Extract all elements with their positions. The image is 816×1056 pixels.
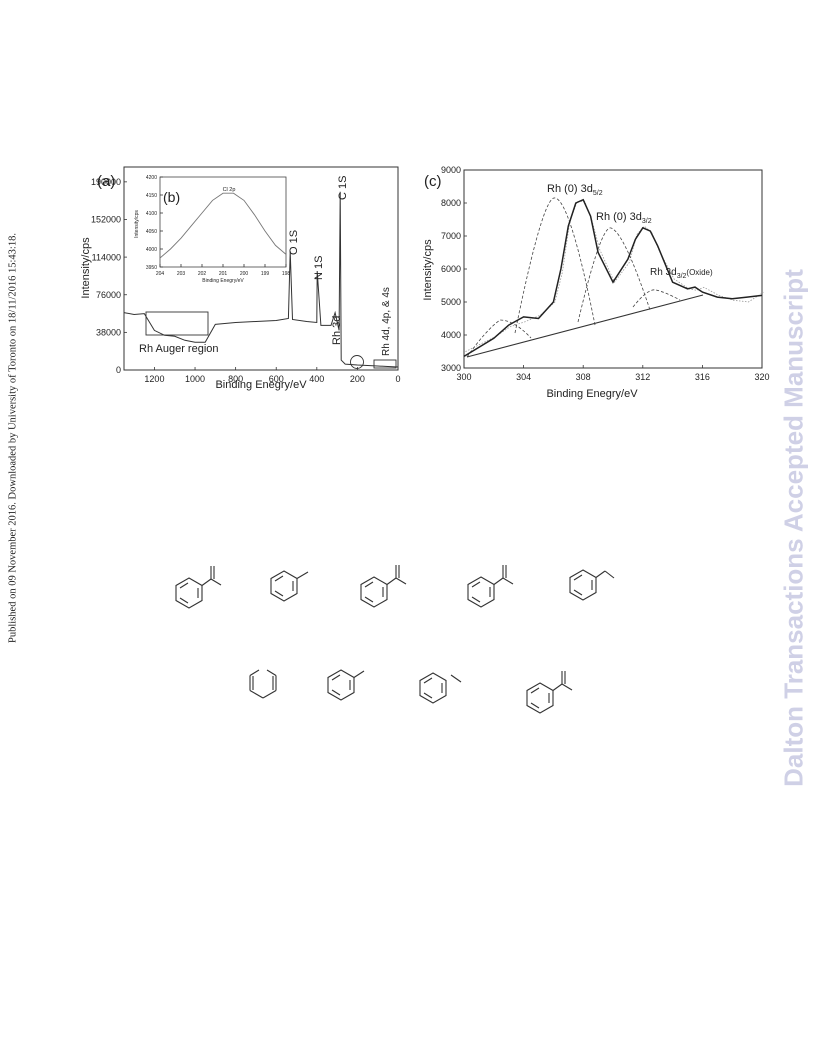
auger-region-label: Rh Auger region: [139, 343, 219, 355]
component-peak-316: [632, 289, 681, 308]
background-line: [466, 294, 704, 358]
panel-b-ylabel: Intensity/cps: [134, 210, 140, 238]
panel-c-x-tick-label: 308: [576, 372, 591, 382]
panel-b-xlabel: Binding Enegry/eV: [202, 278, 244, 284]
panel-a-x-tick-label: 1000: [185, 374, 205, 384]
toluene-structure-1: [270, 570, 309, 602]
rh-4d-marker-box: [373, 359, 397, 369]
peak2-label: Rh (0) 3d3/2: [596, 211, 652, 225]
panel-c-ylabel: Intensity/cps: [422, 239, 434, 301]
panel-a-x-tick-label: 400: [309, 374, 324, 384]
panel-a-y-tick-label: 190000: [91, 177, 121, 187]
panel-a-x-tick-label: 600: [269, 374, 284, 384]
panel-b-x-tick-label: 204: [156, 271, 165, 277]
panel-c-y-tick-label: 6000: [441, 264, 461, 274]
structure-row-1: [175, 565, 615, 609]
cl2p-spectrum-line: [159, 192, 287, 259]
panel-c-x-tick-label: 320: [754, 372, 769, 382]
panel-a-x-tick-label: 0: [395, 374, 400, 384]
panel-b-x-tick-label: 200: [240, 271, 249, 277]
panel-b-y-tick-label: 3950: [146, 265, 157, 271]
panel-a-y-tick-label: 152000: [91, 215, 121, 225]
panel-b-y-tick-label: 4000: [146, 247, 157, 253]
panel-c-x-tick-label: 316: [695, 372, 710, 382]
panel-b-x-tick-label: 198: [282, 271, 291, 277]
panel-a-x-tick-label: 1200: [144, 374, 164, 384]
ethylbenzene-fragment-structure: [419, 672, 462, 704]
panel-a-y-tick-label: 0: [116, 365, 121, 375]
panel-c-y-tick-label: 3000: [441, 363, 461, 373]
panel-b-y-tick-label: 4050: [146, 229, 157, 235]
structure-row-2: [249, 669, 573, 714]
panel-c-xlabel: Binding Enegry/eV: [546, 388, 638, 400]
panel-c-y-tick-label: 8000: [441, 198, 461, 208]
panel-a-y-tick-label: 38000: [96, 328, 121, 338]
panel-c-x-tick-label: 300: [456, 372, 471, 382]
panel-a-y-tick-label: 114000: [92, 252, 121, 262]
panel-c-x-tick-label: 304: [516, 372, 531, 382]
panel-b-x-tick-label: 203: [177, 271, 186, 277]
panel-c-x-tick-label: 312: [635, 372, 650, 382]
auger-region-box: [145, 311, 209, 336]
panel-a-xlabel: Binding Enegry/eV: [215, 379, 307, 391]
panel-a-ylabel: Intensity/cps: [80, 237, 92, 299]
ethylbenzene-structure: [569, 569, 615, 601]
panel-c-label: (c): [424, 173, 442, 190]
panel-a-x-tick-label: 200: [350, 374, 365, 384]
cl-peak-marker-circle: [350, 355, 364, 369]
panel-b-y-tick-label: 4100: [146, 211, 157, 217]
alpha-methylstyrene-structure-2: [360, 565, 407, 608]
rh3d-label: Rh 3d: [331, 316, 343, 345]
fit-envelope-line: [463, 198, 763, 358]
panel-c-y-tick-label: 4000: [441, 330, 461, 340]
panel-c-y-tick-label: 5000: [441, 297, 461, 307]
survey-spectrum-line: [123, 191, 399, 368]
component-peak-308: [514, 197, 596, 334]
panel-a: (a) 1200 1000 800 600 400 200 0 0 38000 76000 1140…: [80, 166, 401, 391]
panel-b-x-tick-label: 199: [261, 271, 270, 277]
peak3-label: Rh 3d3/2(Oxide): [650, 267, 713, 280]
toluene-structure-2: [327, 669, 365, 701]
component-peak-304: [466, 319, 532, 358]
rh4d-label: Rh 4d, 4p, & 4s: [381, 287, 392, 356]
c1s-label: C 1S: [337, 176, 349, 200]
panel-a-y-tick-label: 76000: [96, 290, 121, 300]
panel-a-label: (a): [97, 173, 115, 190]
alpha-methylstyrene-structure-4: [526, 671, 573, 714]
panel-b-y-tick-label: 4150: [146, 193, 157, 199]
panel-b: (b) Cl 2p 204 203 202 201 200 199 198 3950 4000 4…: [134, 175, 290, 284]
component-peak-312: [577, 227, 651, 323]
panel-c: (c) 300 304 308 312 316 320 3000 4000 5000 6000 70…: [422, 165, 770, 400]
o1s-label: O 1S: [288, 230, 300, 255]
panel-b-label: (b): [163, 189, 180, 205]
benzene-structure: [249, 669, 277, 699]
panel-b-x-tick-label: 202: [198, 271, 207, 277]
peak1-label: Rh (0) 3d5/2: [547, 183, 603, 197]
panel-c-y-tick-label: 7000: [441, 231, 461, 241]
alpha-methylstyrene-structure-3: [467, 565, 514, 608]
panel-c-y-tick-label: 9000: [441, 165, 461, 175]
alpha-methylstyrene-structure-1: [175, 566, 222, 609]
raw-data-dotted-line: [465, 200, 764, 352]
panel-a-x-tick-label: 800: [228, 374, 243, 384]
panel-b-y-tick-label: 4200: [146, 175, 157, 181]
panel-b-title: Cl 2p: [223, 187, 236, 193]
n1s-label: N 1S: [313, 256, 325, 280]
panel-a-frame: [123, 166, 399, 371]
panel-b-x-tick-label: 201: [219, 271, 228, 277]
panel-c-frame: [463, 169, 763, 369]
